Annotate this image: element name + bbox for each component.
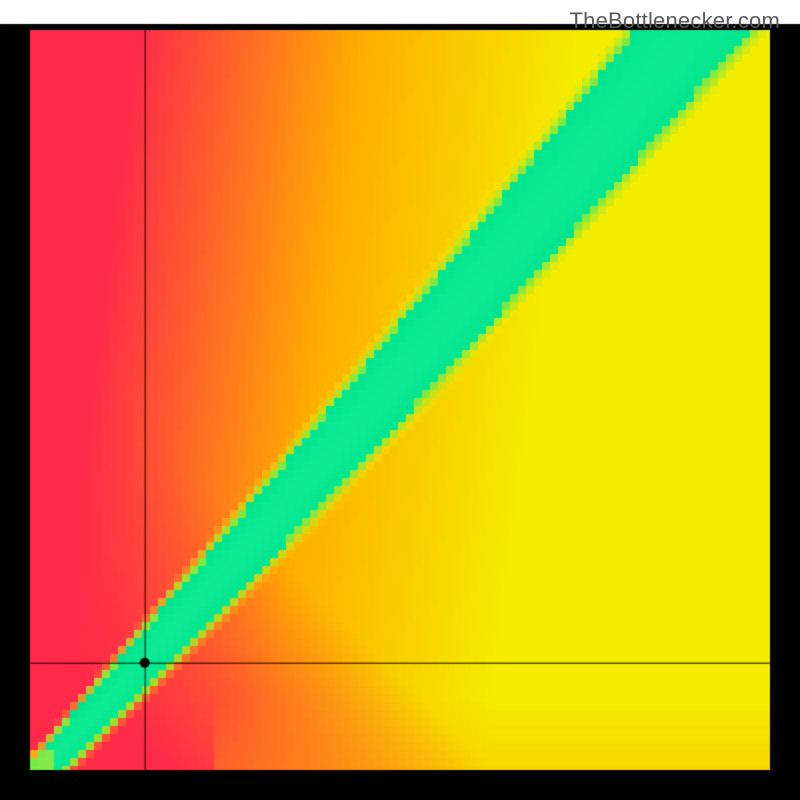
bottleneck-heatmap — [0, 0, 800, 800]
watermark-text: TheBottlenecker.com — [570, 8, 780, 34]
